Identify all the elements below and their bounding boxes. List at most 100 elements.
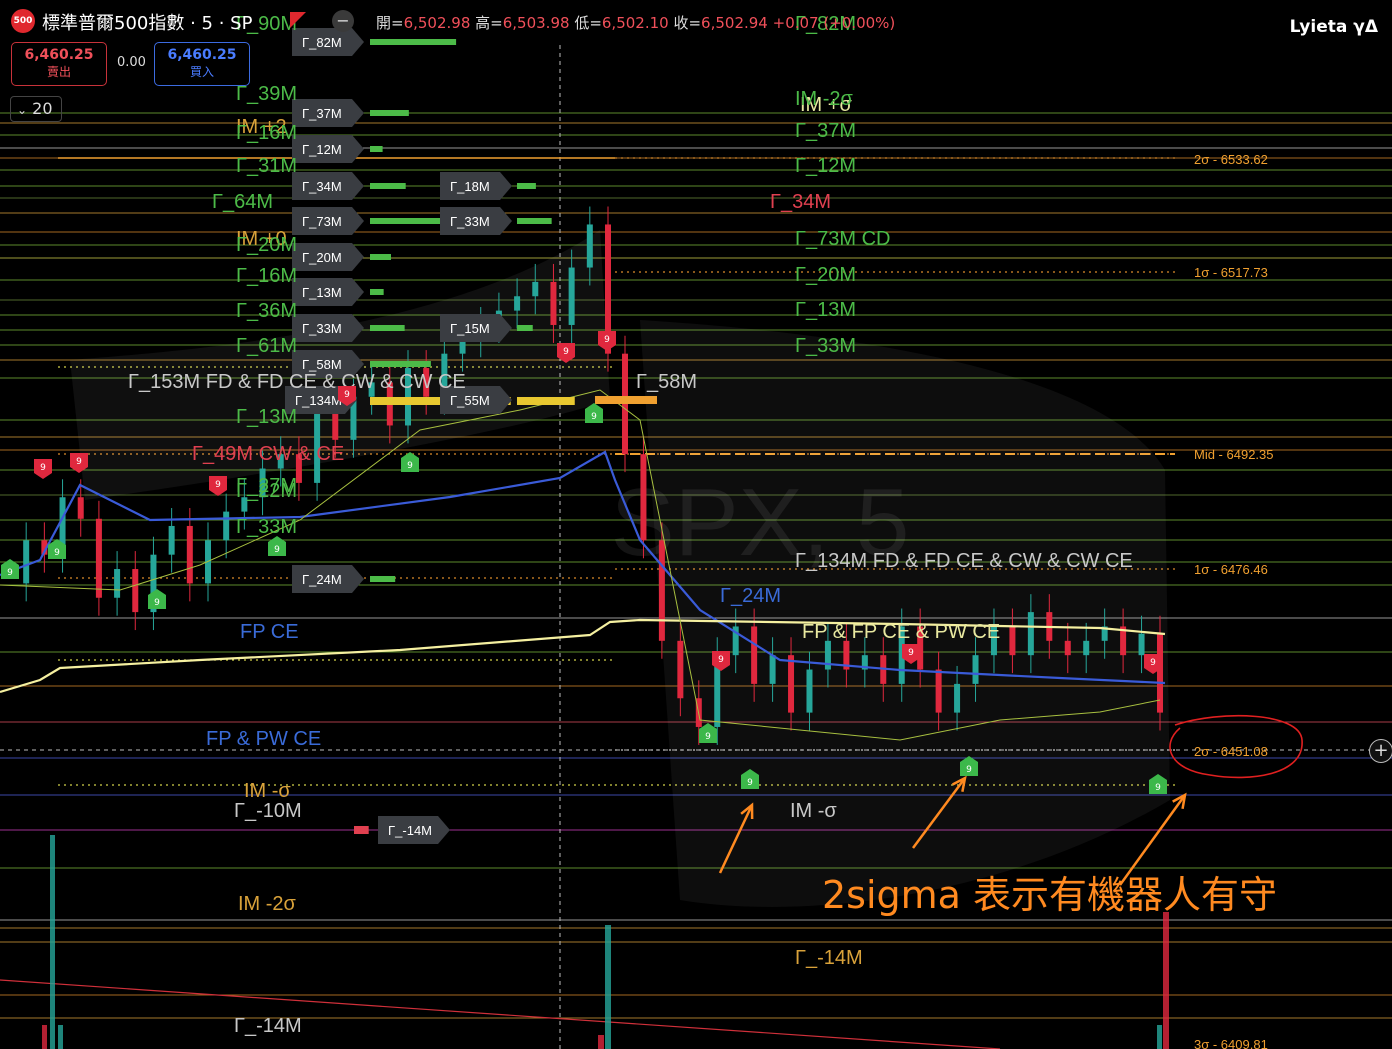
gamma-chip[interactable]: Γ_-14M <box>378 816 450 844</box>
mid-level-label: Γ_-14M <box>795 947 863 969</box>
volume-bar <box>42 1025 47 1049</box>
gamma-chip[interactable]: Γ_33M <box>440 207 512 235</box>
envelope-lower <box>640 320 1170 907</box>
left-level-label: Γ_-14M <box>234 1015 302 1037</box>
candle-body <box>23 540 30 584</box>
gamma-chip[interactable]: Γ_18M <box>440 172 512 200</box>
candle-body <box>241 497 248 512</box>
annotation-circle <box>1169 714 1303 779</box>
low-label: 低= <box>574 14 602 32</box>
volume-bar <box>605 925 611 1049</box>
gamma-chip-bg <box>292 243 364 271</box>
buy-signal-marker <box>148 589 166 609</box>
candle-body <box>1027 612 1034 656</box>
low-value: 6,502.10 <box>601 14 669 32</box>
gamma-bar <box>517 325 533 331</box>
close-value: 6,502.94 <box>701 14 768 32</box>
sigma-level-label: 1σ - 6517.73 <box>1194 265 1268 280</box>
mid-level-label: Γ_82M <box>795 13 856 35</box>
candle-body <box>368 382 375 397</box>
left-level-label: Γ_20M <box>236 234 297 256</box>
mid-level-label: Γ_12M <box>795 155 856 177</box>
gamma-bar <box>517 218 552 224</box>
gamma-bar <box>354 826 369 834</box>
mid-level-label: Γ_73M CD <box>795 228 891 250</box>
candle-body <box>568 267 575 325</box>
gamma-chip[interactable]: Γ_82M <box>292 28 364 56</box>
high-label: 高= <box>475 14 503 32</box>
minus-circle-icon[interactable]: − <box>332 10 354 32</box>
buy-signal-marker <box>401 452 419 472</box>
gamma-chip-label: Γ_37M <box>302 106 342 121</box>
sell-signal-label: 9 <box>1150 658 1156 668</box>
gamma-chip-label: Γ_134M <box>295 393 342 408</box>
trend-line <box>0 979 1001 1049</box>
symbol-title[interactable]: 標準普爾500指數 · 5 · SP <box>42 13 253 34</box>
gamma-chip[interactable]: Γ_20M <box>292 243 364 271</box>
gamma-chip-label: Γ_15M <box>450 321 490 336</box>
gamma-chip[interactable]: Γ_15M <box>440 314 512 342</box>
volume-bar <box>50 835 55 1049</box>
left-level-label: Γ_22M <box>236 480 297 502</box>
buy-signal-label: 9 <box>591 412 597 422</box>
candle-body <box>954 683 961 713</box>
gamma-bar <box>370 146 383 152</box>
gamma-chip[interactable]: Γ_37M <box>292 99 364 127</box>
flag-icon[interactable] <box>290 12 306 28</box>
left-level-label: Γ_64M <box>212 191 273 213</box>
candle-body <box>714 655 721 727</box>
mid-level-label: Γ_13M <box>795 299 856 321</box>
sigma-level-label: Mid - 6492.35 <box>1194 447 1274 462</box>
candle-body <box>441 353 448 397</box>
candle-body <box>95 518 102 598</box>
gamma-chip[interactable]: Γ_12M <box>292 135 364 163</box>
candle-body <box>640 454 647 541</box>
gamma-bar <box>370 218 447 224</box>
gamma-chip-label: Γ_20M <box>302 250 342 265</box>
gamma-chip-bg <box>292 565 364 593</box>
vwap-line <box>0 450 1166 685</box>
annotation-arrow <box>718 804 754 874</box>
left-level-label: IM -σ <box>244 780 291 802</box>
gamma-chip[interactable]: Γ_58M <box>292 350 364 378</box>
candle-body <box>259 468 266 498</box>
buy-signal-label: 9 <box>966 765 972 775</box>
annotation-text: 2sigma 表示有機器人有守 <box>822 873 1277 917</box>
gamma-chip[interactable]: Γ_33M <box>292 314 364 342</box>
gamma-chip[interactable]: Γ_34M <box>292 172 364 200</box>
symbol-badge[interactable]: 500 <box>11 9 35 33</box>
candle-body <box>277 454 284 469</box>
gamma-chip[interactable]: Γ_73M <box>292 207 364 235</box>
buy-button[interactable]: 6,460.25 買入 <box>154 42 250 86</box>
sell-signal-marker <box>598 331 616 351</box>
buy-signal-label: 9 <box>407 461 413 471</box>
buy-signal-marker <box>960 756 978 776</box>
sell-signal-label: 9 <box>344 390 350 400</box>
gamma-bar <box>517 183 536 189</box>
buy-signal-marker <box>1149 774 1167 794</box>
interval-selector[interactable]: ⌄ 20 <box>10 96 62 122</box>
plus-circle-icon[interactable]: + <box>1369 739 1392 763</box>
sell-button[interactable]: 6,460.25 賣出 <box>11 42 107 86</box>
sell-signal-label: 9 <box>215 480 221 490</box>
candle-body <box>1157 633 1163 713</box>
candle-body <box>423 368 430 397</box>
sigma-level-label: 2σ - 6533.62 <box>1194 152 1268 167</box>
mid-level-label: Γ_134M FD & FD CE & CW & CW CE <box>795 550 1133 572</box>
gamma-bar <box>370 289 384 295</box>
buy-signal-label: 9 <box>705 732 711 742</box>
sell-signal-marker <box>712 651 730 671</box>
gamma-chip[interactable]: Γ_13M <box>292 278 364 306</box>
gamma-chip-label: Γ_24M <box>302 572 342 587</box>
gamma-chip[interactable]: Γ_55M <box>440 386 512 414</box>
candle-body <box>972 655 979 684</box>
gamma-bar-extension <box>595 396 657 404</box>
gamma-bar <box>370 325 405 331</box>
candle-body <box>332 411 339 440</box>
gamma-chip[interactable]: Γ_24M <box>292 565 364 593</box>
candle-body <box>314 411 321 483</box>
left-level-label: IM -2σ <box>238 893 297 915</box>
gamma-chip-bg <box>440 386 512 414</box>
left-level-label: Γ_153M FD & FD CE & CW & CW CE <box>128 371 466 393</box>
